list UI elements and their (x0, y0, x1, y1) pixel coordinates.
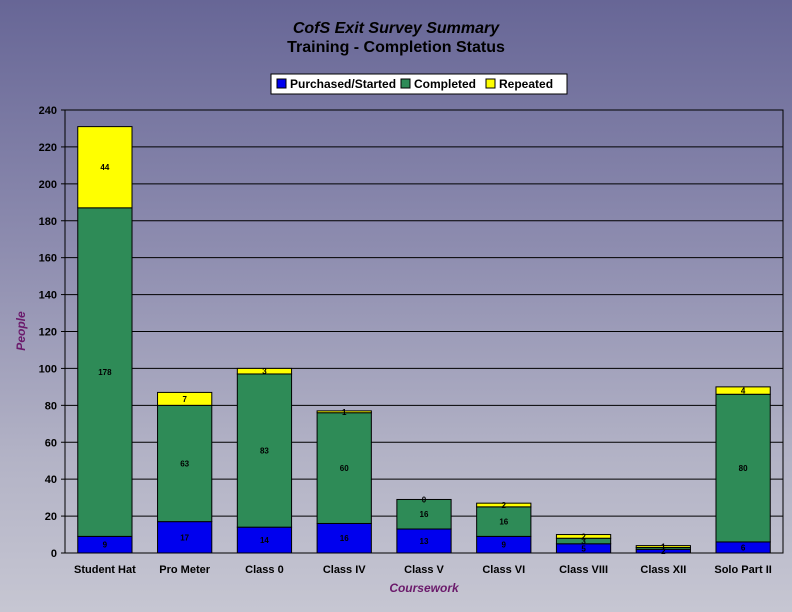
legend-swatch (400, 78, 411, 89)
data-label: 0 (422, 495, 427, 504)
bar-segment (157, 521, 213, 554)
data-label: 60 (340, 464, 349, 473)
data-label: 16 (420, 510, 429, 519)
y-tick-label: 140 (39, 290, 57, 302)
data-label: 83 (260, 447, 269, 456)
x-axis-title: Coursework (389, 581, 460, 595)
data-label: 2 (502, 501, 507, 510)
y-tick-label: 160 (39, 253, 57, 265)
chart-title: CofS Exit Survey Summary (293, 20, 500, 37)
data-label: 7 (182, 395, 187, 404)
bar-segment (476, 506, 532, 537)
data-label: 9 (103, 541, 108, 550)
category-label: Class IV (323, 564, 366, 576)
bar-segment (635, 545, 691, 548)
legend-label: Repeated (499, 77, 553, 91)
bar-segment (476, 502, 532, 508)
legend-swatch (485, 78, 496, 89)
legend-swatch (276, 78, 287, 89)
bar-segment (555, 534, 612, 539)
legend-label: Completed (414, 77, 476, 91)
bar-segment (157, 404, 213, 523)
data-label: 6 (741, 543, 746, 552)
bar-segment (316, 410, 372, 414)
data-label: 1 (342, 408, 347, 417)
y-tick-label: 20 (45, 511, 57, 523)
y-tick-label: 80 (45, 400, 57, 412)
bar-segment (236, 526, 293, 554)
bar-segment (77, 207, 133, 537)
y-tick-label: 100 (39, 363, 57, 375)
y-tick-label: 180 (39, 216, 57, 228)
data-label: 2 (581, 532, 586, 541)
y-tick-label: 200 (39, 179, 57, 191)
category-label: Pro Meter (159, 564, 210, 576)
bar-segment (236, 367, 293, 375)
category-label: Class 0 (245, 564, 284, 576)
bar-segment (316, 412, 372, 524)
y-axis-ticks: 0 20 40 60 80 100 120 140 160 180 200 220 240 (39, 105, 65, 560)
category-label: Class VI (482, 564, 525, 576)
x-axis-categories: Student Hat Pro Meter Class 0 Class IV Class… (74, 564, 772, 576)
chart-subtitle: Training - Completion Status (287, 39, 505, 56)
y-tick-label: 40 (45, 474, 57, 486)
legend-label: Purchased/Started (290, 77, 396, 91)
category-label: Class V (404, 564, 444, 576)
data-label: 9 (502, 541, 507, 550)
category-label: Student Hat (74, 564, 136, 576)
y-tick-label: 120 (39, 327, 57, 339)
data-label: 13 (420, 537, 429, 546)
data-label: 17 (180, 533, 189, 542)
data-label: 2 (661, 547, 666, 556)
data-label: 80 (739, 464, 748, 473)
category-label: Class VIII (559, 564, 608, 576)
bar-segment (157, 391, 213, 406)
bar-segment (715, 393, 771, 543)
bar-segment (715, 386, 771, 395)
data-label: 178 (98, 368, 112, 377)
data-label: 5 (581, 544, 586, 553)
data-label: 4 (741, 387, 746, 396)
data-label: 3 (581, 537, 586, 546)
data-label: 16 (340, 534, 349, 543)
data-label: 3 (262, 367, 267, 376)
data-label: 63 (180, 459, 189, 468)
y-tick-label: 60 (45, 437, 57, 449)
data-label: 1 (661, 543, 666, 552)
legend: Purchased/Started Completed Repeated (270, 73, 568, 95)
data-label: 16 (499, 518, 508, 527)
data-label: 44 (100, 163, 109, 172)
bar-segment (316, 522, 372, 554)
data-label: 14 (260, 536, 269, 545)
bar-segment (77, 126, 133, 209)
bar-segment (396, 498, 452, 530)
category-label: Solo Part II (714, 564, 771, 576)
category-label: Class XII (640, 564, 686, 576)
y-tick-label: 240 (39, 105, 57, 117)
y-axis-title: People (14, 311, 28, 351)
y-tick-label: 0 (51, 548, 57, 560)
y-tick-label: 220 (39, 142, 57, 154)
